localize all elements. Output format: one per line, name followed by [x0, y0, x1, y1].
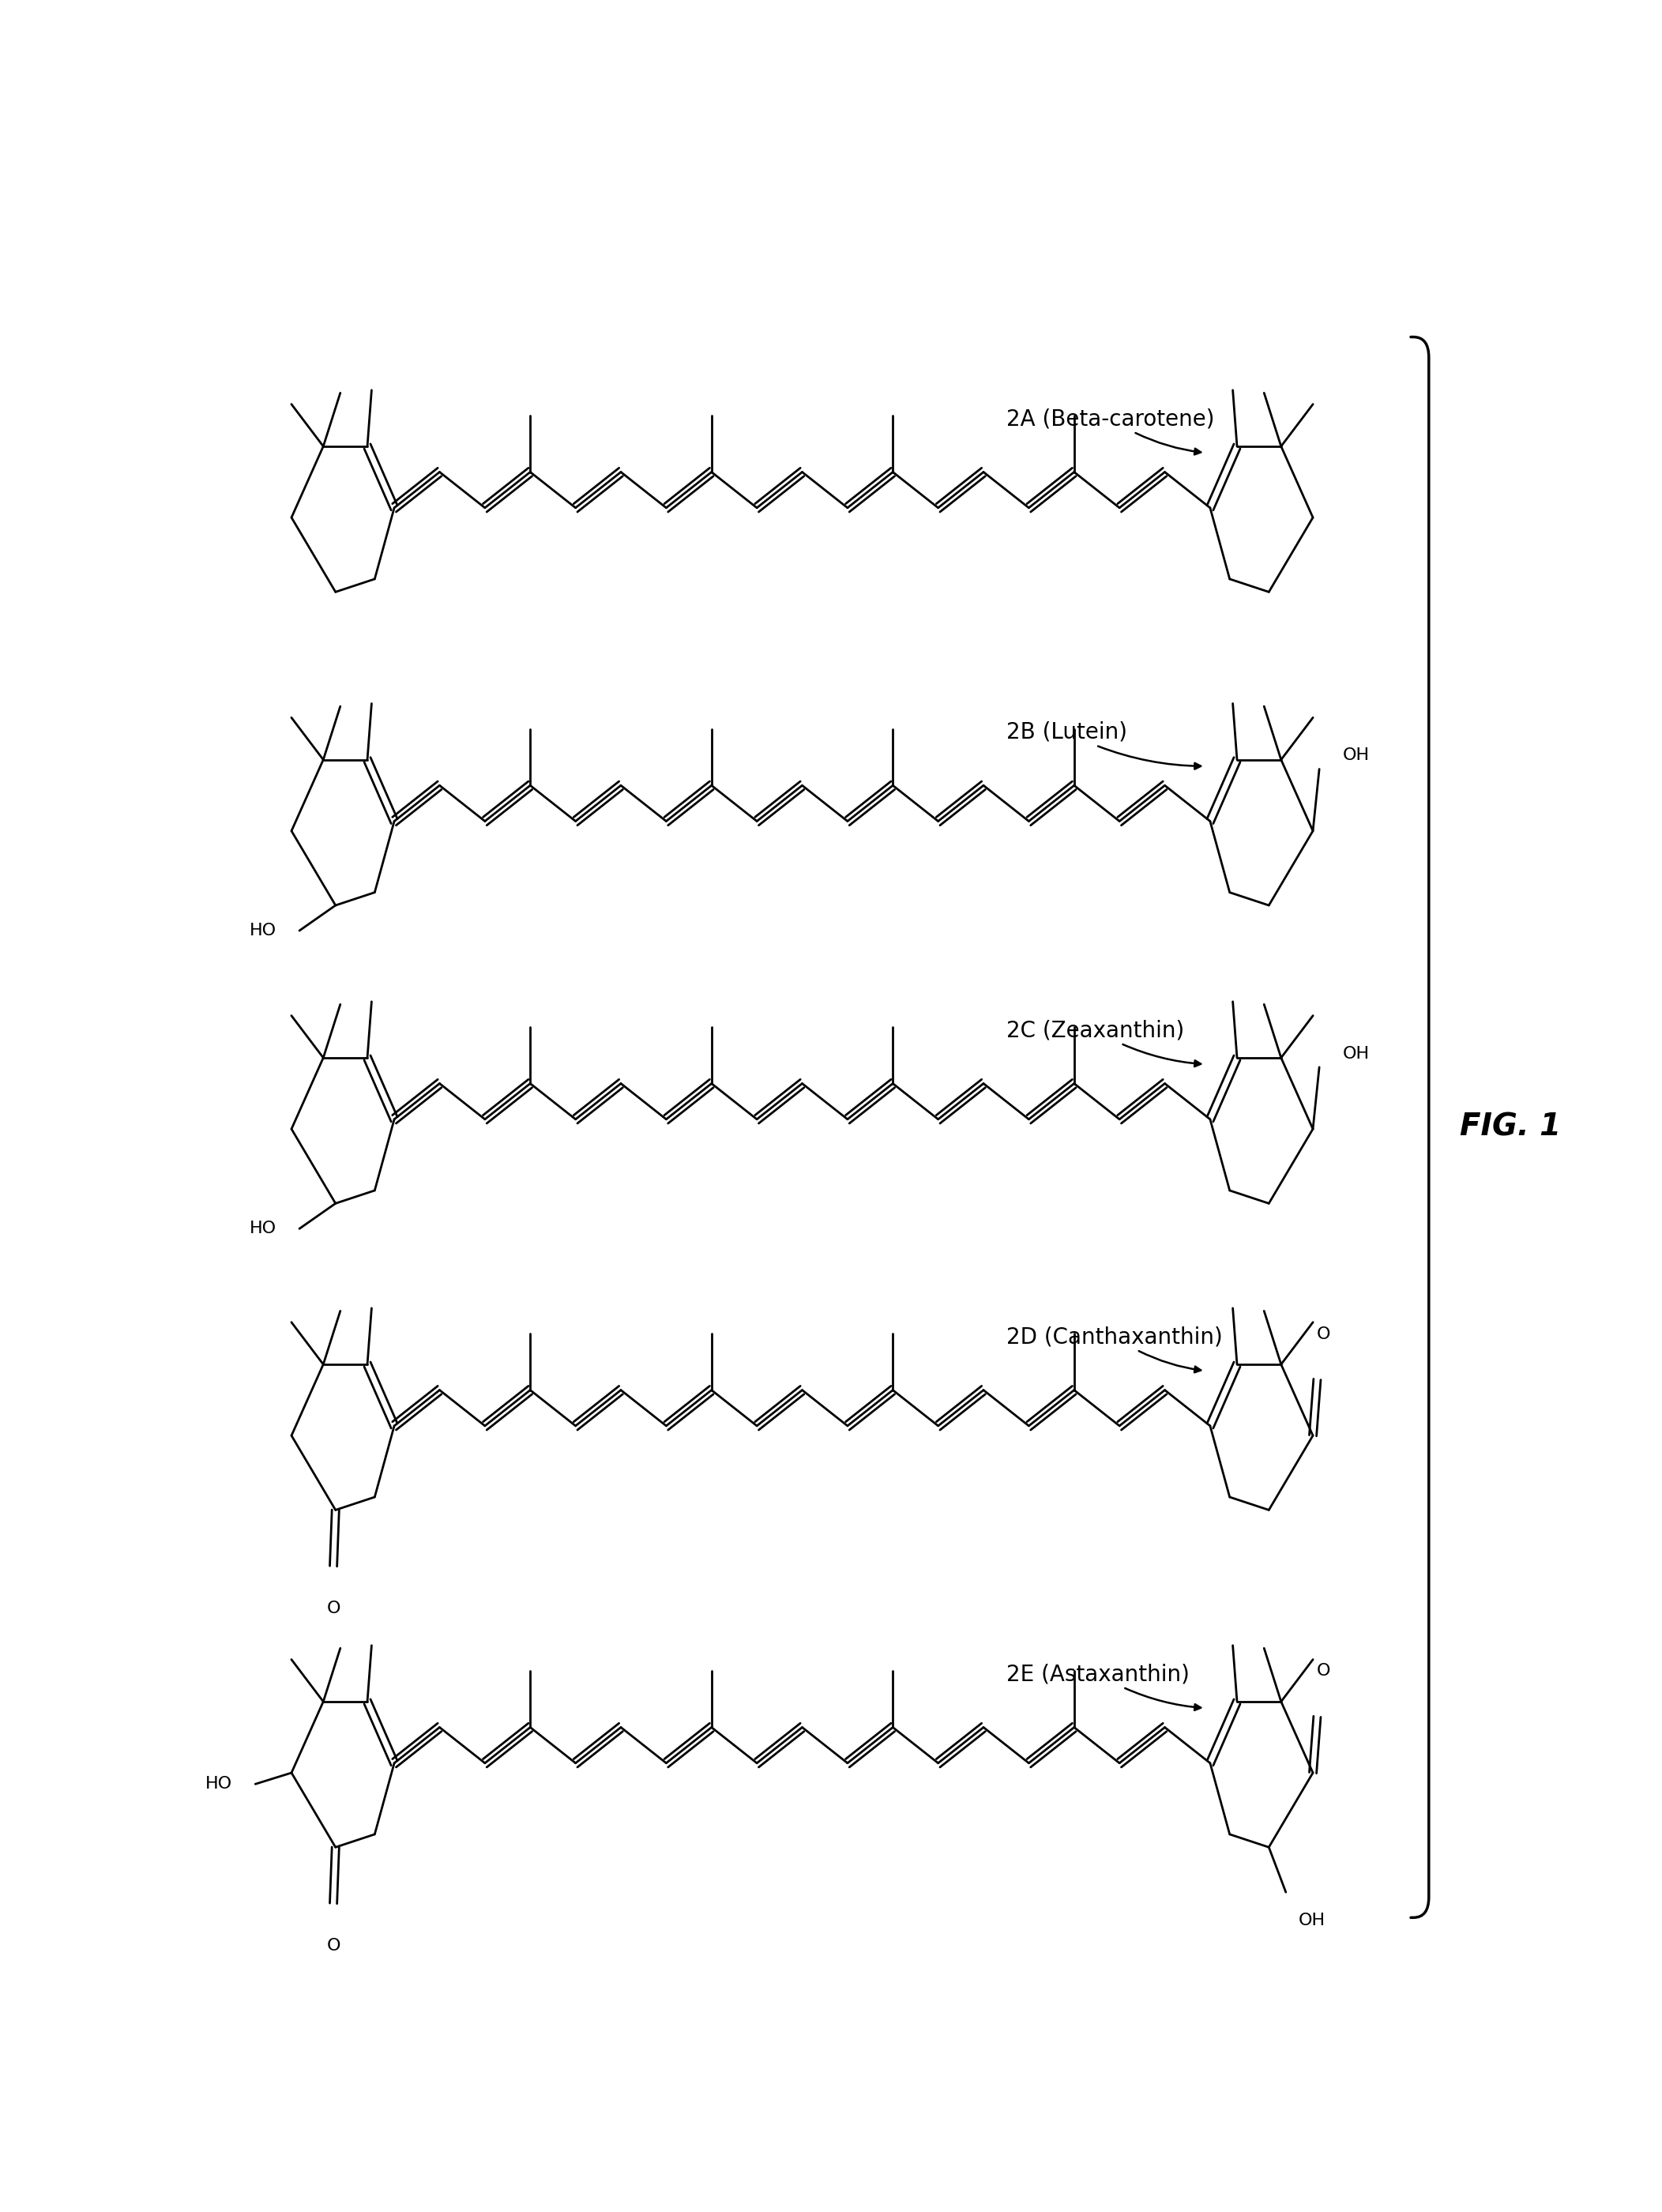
Text: OH: OH — [1343, 748, 1369, 763]
Text: OH: OH — [1298, 1913, 1326, 1929]
Text: O: O — [326, 1599, 341, 1617]
Text: HO: HO — [249, 1221, 276, 1237]
Text: 2D (Canthaxanthin): 2D (Canthaxanthin) — [1007, 1325, 1223, 1371]
Text: HO: HO — [249, 922, 276, 938]
Text: FIG. 1: FIG. 1 — [1459, 1113, 1561, 1141]
Text: O: O — [1316, 1325, 1331, 1343]
Text: O: O — [326, 1938, 341, 1953]
Text: OH: OH — [1343, 1046, 1369, 1062]
Text: O: O — [1316, 1663, 1331, 1679]
Text: 2A (Beta-carotene): 2A (Beta-carotene) — [1007, 407, 1215, 456]
Text: HO: HO — [204, 1776, 233, 1792]
Text: 2B (Lutein): 2B (Lutein) — [1007, 721, 1202, 770]
Text: 2E (Astaxanthin): 2E (Astaxanthin) — [1007, 1663, 1202, 1710]
Text: 2C (Zeaxanthin): 2C (Zeaxanthin) — [1007, 1020, 1202, 1066]
